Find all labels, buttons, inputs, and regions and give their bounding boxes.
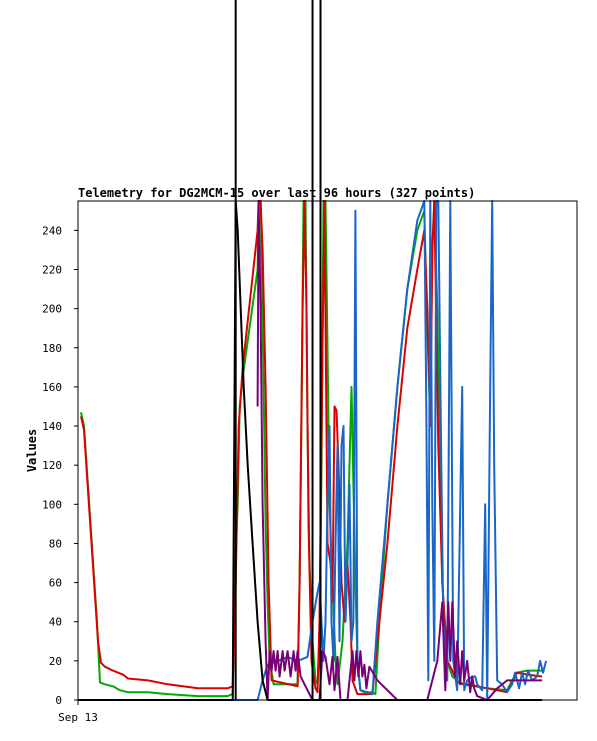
y-tick-label: 160 <box>42 381 62 394</box>
y-tick-label: 220 <box>42 263 62 276</box>
y-tick-label: 240 <box>42 224 62 237</box>
vertical-marker-layer <box>234 0 322 700</box>
y-tick-label: 180 <box>42 342 62 355</box>
y-tick-label: 100 <box>42 498 62 511</box>
y-tick-label: 140 <box>42 420 62 433</box>
y-tick-label: 80 <box>49 537 62 550</box>
series-line-4 <box>256 200 543 701</box>
series-line-3 <box>232 200 548 701</box>
y-tick-label: 0 <box>55 694 62 707</box>
plot-area-frame <box>77 200 578 701</box>
x-axis-ticks: Sep 13 <box>58 700 98 724</box>
y-axis-label: Values <box>25 429 39 472</box>
y-tick-label: 120 <box>42 459 62 472</box>
chart-title: Telemetry for DG2MCM-15 over last 96 hou… <box>78 186 475 200</box>
y-axis-ticks: 0 20 40 60 80 100 120 140 160 180 200 220 240 <box>42 224 78 707</box>
x-tick-label: Sep 13 <box>58 711 98 724</box>
y-tick-label: 40 <box>49 616 62 629</box>
y-tick-label: 60 <box>49 577 62 590</box>
y-tick-label: 20 <box>49 655 62 668</box>
y-tick-label: 200 <box>42 303 62 316</box>
series-line-2 <box>80 200 543 696</box>
